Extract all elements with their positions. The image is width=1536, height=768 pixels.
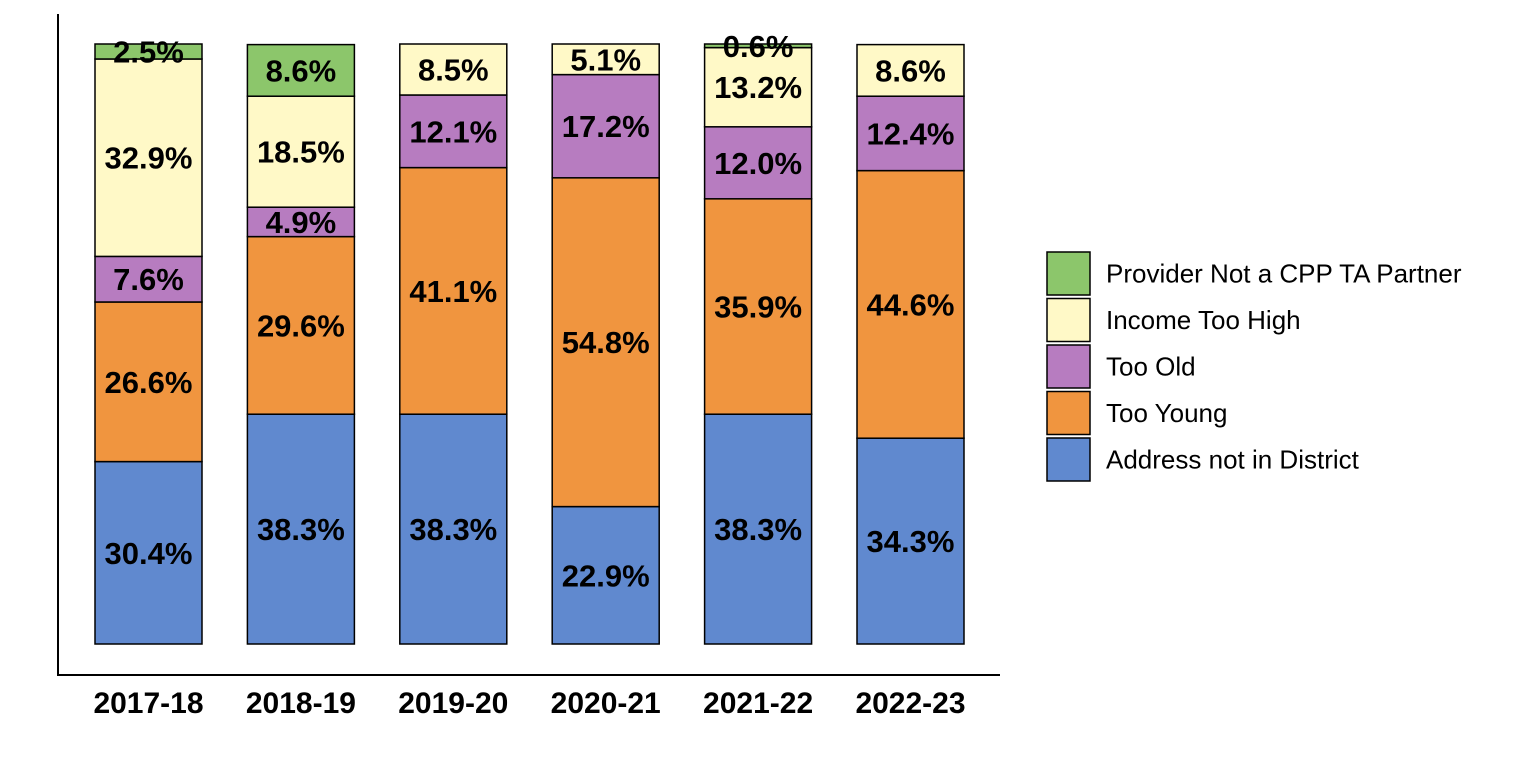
data-label-address-not-in-district-2018-19: 38.3% (257, 512, 345, 547)
x-tick-label-2020-21: 2020-21 (551, 687, 661, 720)
bar-segment-address-not-in-district-2021-22 (703, 413, 813, 645)
bar-segment-too-old-2022-23 (856, 95, 965, 172)
bar-segment-income-too-high-2021-22 (703, 46, 813, 128)
data-label-too-young-2017-18: 26.6% (105, 365, 193, 400)
x-tick-labels: 2017-18 2018-19 2019-20 2020-21 2021-22 2022-… (93, 687, 965, 720)
data-label-too-old-2019-20: 12.1% (409, 114, 497, 149)
data-label-address-not-in-district-2021-22: 38.3% (714, 512, 802, 547)
data-label-too-young-2020-21: 54.8% (562, 325, 650, 360)
legend-label-income-too-high: Income Too High (1106, 305, 1301, 335)
bar-segment-too-young-2021-22 (703, 198, 813, 415)
data-label-address-not-in-district-2022-23: 34.3% (867, 524, 955, 559)
legend-label-address-not-in-district: Address not in District (1106, 445, 1360, 475)
legend-item-too-old: Too Old (1046, 344, 1196, 389)
bar-segment-too-old-2017-18 (94, 255, 203, 303)
bar-segment-provider-not-a-cpp-ta-partner-2021-22 (703, 43, 813, 49)
data-label-provider-not-a-cpp-ta-partner-2018-19: 8.6% (266, 53, 337, 88)
x-tick-label-2017-18: 2017-18 (93, 687, 203, 720)
legend-item-address-not-in-district: Address not in District (1046, 437, 1360, 482)
bar-segment-income-too-high-2019-20 (399, 43, 508, 96)
x-tick-label-2019-20: 2019-20 (398, 687, 508, 720)
data-label-income-too-high-2020-21: 5.1% (570, 42, 641, 77)
data-labels-layer: 30.4% 26.6% 7.6% 32.9% 2.5% 38.3% 29.6% 4.9% 18.… (105, 29, 955, 593)
bar-segment-income-too-high-2020-21 (551, 43, 660, 76)
data-label-address-not-in-district-2017-18: 30.4% (105, 536, 193, 571)
data-label-provider-not-a-cpp-ta-partner-2021-22: 0.6% (723, 29, 794, 64)
bar-segment-provider-not-a-cpp-ta-partner-2017-18 (94, 43, 203, 60)
legend-item-too-young: Too Young (1046, 390, 1227, 436)
bar-segment-too-young-2022-23 (856, 169, 965, 439)
bar-segment-address-not-in-district-2020-21 (551, 505, 660, 645)
x-tick-label-2022-23: 2022-23 (855, 687, 965, 720)
bar-segment-provider-not-a-cpp-ta-partner-2018-19 (246, 43, 356, 97)
legend-swatch-too-young (1046, 390, 1091, 436)
data-label-address-not-in-district-2020-21: 22.9% (562, 558, 650, 593)
data-label-income-too-high-2022-23: 8.6% (875, 53, 946, 88)
bar-segment-too-old-2021-22 (703, 126, 813, 200)
data-label-income-too-high-2019-20: 8.5% (418, 53, 489, 88)
bar-segment-address-not-in-district-2019-20 (399, 413, 508, 645)
legend-swatch-address-not-in-district (1046, 437, 1091, 482)
bar-segment-address-not-in-district-2022-23 (856, 437, 965, 645)
legend-item-income-too-high: Income Too High (1046, 297, 1301, 343)
data-label-too-young-2018-19: 29.6% (257, 308, 345, 343)
legend: Provider Not a CPP TA Partner Income Too … (1046, 251, 1462, 482)
legend-swatch-too-old (1046, 344, 1091, 389)
x-tick-label-2018-19: 2018-19 (246, 687, 356, 720)
data-label-too-old-2017-18: 7.6% (113, 262, 184, 297)
bars-layer (94, 43, 965, 645)
bar-segment-too-young-2020-21 (551, 177, 660, 508)
bar-segment-income-too-high-2018-19 (246, 95, 356, 208)
bar-segment-address-not-in-district-2017-18 (94, 460, 203, 645)
legend-label-too-young: Too Young (1106, 398, 1227, 428)
data-label-income-too-high-2017-18: 32.9% (105, 141, 193, 176)
data-label-too-old-2022-23: 12.4% (867, 116, 955, 151)
x-tick-label-2021-22: 2021-22 (703, 687, 813, 720)
bar-segment-income-too-high-2017-18 (94, 58, 203, 258)
data-label-too-young-2019-20: 41.1% (409, 274, 497, 309)
data-label-provider-not-a-cpp-ta-partner-2017-18: 2.5% (113, 35, 184, 70)
bar-segment-too-young-2019-20 (399, 166, 508, 415)
data-label-too-old-2020-21: 17.2% (562, 109, 650, 144)
data-label-income-too-high-2018-19: 18.5% (257, 135, 345, 170)
data-label-too-young-2021-22: 35.9% (714, 290, 802, 325)
data-label-too-young-2022-23: 44.6% (867, 287, 955, 322)
legend-item-provider-not-a-cpp-ta-partner: Provider Not a CPP TA Partner (1046, 251, 1462, 296)
legend-label-provider-not-a-cpp-ta-partner: Provider Not a CPP TA Partner (1106, 259, 1462, 289)
data-label-too-old-2018-19: 4.9% (266, 205, 337, 240)
data-label-address-not-in-district-2019-20: 38.3% (409, 512, 497, 547)
legend-label-too-old: Too Old (1106, 352, 1196, 382)
data-label-too-old-2021-22: 12.0% (714, 146, 802, 181)
data-label-income-too-high-2021-22: 13.2% (714, 70, 802, 105)
bar-segment-too-old-2020-21 (551, 73, 660, 179)
legend-swatch-provider-not-a-cpp-ta-partner (1046, 251, 1091, 296)
bar-segment-income-too-high-2022-23 (856, 43, 965, 97)
legend-swatch-income-too-high (1046, 297, 1091, 343)
bar-segment-too-old-2019-20 (399, 94, 508, 169)
